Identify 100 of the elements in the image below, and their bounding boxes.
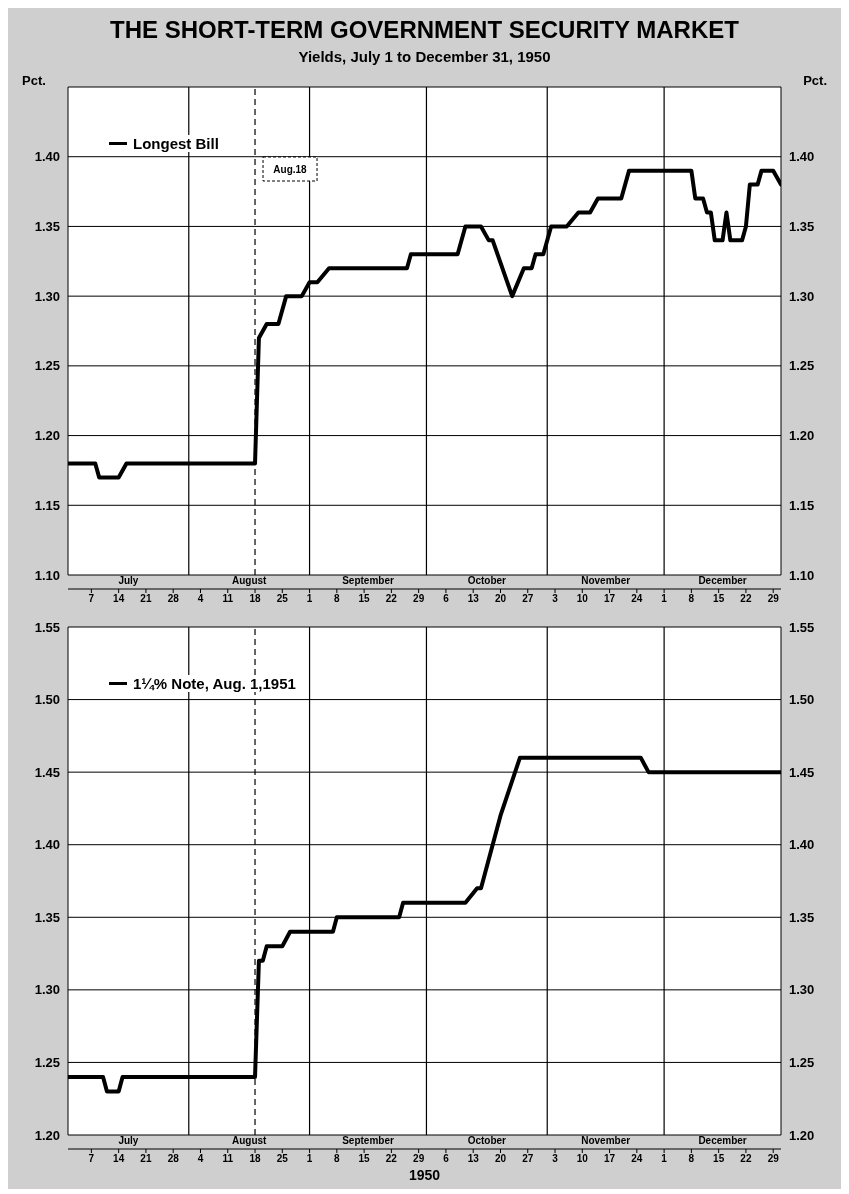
x-tick-label: 17 xyxy=(604,593,616,605)
text: November xyxy=(581,575,631,587)
y-tick-label: 1.40 xyxy=(34,837,60,853)
y2-tick-label: 1.25 xyxy=(789,1055,815,1071)
x-tick-label: 15 xyxy=(358,1153,371,1165)
y2-axis-title: Pct. xyxy=(803,73,827,88)
y-tick-label: 1.25 xyxy=(34,1055,60,1071)
text: December xyxy=(698,1135,747,1147)
x-tick-label: 1 xyxy=(306,1153,313,1165)
x-tick-label: 18 xyxy=(249,1153,262,1165)
x-tick-label: 4 xyxy=(197,1153,204,1165)
text: July xyxy=(118,1135,139,1147)
x-tick-label: 21 xyxy=(140,593,152,605)
x-tick-label: 29 xyxy=(767,593,780,605)
y-tick-label: 1.40 xyxy=(34,149,60,165)
x-tick-label: 1 xyxy=(661,593,668,605)
x-tick-label: 29 xyxy=(767,1153,780,1165)
y2-tick-label: 1.30 xyxy=(789,982,815,998)
text: August xyxy=(231,1135,268,1147)
x-tick-label: 3 xyxy=(552,593,559,605)
x-tick-label: 13 xyxy=(467,1153,480,1165)
y-tick-label: 1.30 xyxy=(34,288,60,304)
x-tick-label: 15 xyxy=(713,593,725,605)
ref-line-label: Aug.18 xyxy=(273,164,308,175)
y2-tick-label: 1.10 xyxy=(789,567,815,583)
y2-tick-label: 1.20 xyxy=(789,1127,815,1143)
y-tick-label: 1.35 xyxy=(34,909,60,925)
y2-tick-label: 1.55 xyxy=(789,619,815,635)
x-tick-label: 24 xyxy=(631,1153,643,1165)
y-tick-label: 1.35 xyxy=(34,219,60,235)
x-tick-label: 27 xyxy=(522,1153,534,1165)
legend-label: Longest Bill xyxy=(133,135,219,152)
y-tick-label: 1.20 xyxy=(34,1127,60,1143)
x-tick-label: 14 xyxy=(113,593,125,605)
text: November xyxy=(581,1135,631,1147)
y2-tick-label: 1.25 xyxy=(789,358,815,374)
text: October xyxy=(467,1135,507,1147)
y-tick-label: 1.50 xyxy=(34,692,60,708)
y2-tick-label: 1.20 xyxy=(789,428,815,444)
chart-title: THE SHORT-TERM GOVERNMENT SECURITY MARKET xyxy=(109,15,740,44)
x-tick-label: 21 xyxy=(140,1153,152,1165)
y2-tick-label: 1.35 xyxy=(789,219,815,235)
x-tick-label: 29 xyxy=(413,593,425,605)
x-tick-label: 24 xyxy=(631,593,643,605)
x-tick-label: 7 xyxy=(88,593,95,605)
text: August xyxy=(231,575,268,587)
x-tick-label: 10 xyxy=(576,1153,589,1165)
x-tick-label: 22 xyxy=(385,1153,398,1165)
text: December xyxy=(698,575,747,587)
y-tick-label: 1.20 xyxy=(34,428,60,444)
text: October xyxy=(467,575,507,587)
x-tick-label: 6 xyxy=(443,1153,450,1165)
y2-tick-label: 1.50 xyxy=(789,692,815,708)
x-tick-label: 22 xyxy=(740,593,752,605)
x-tick-label: 3 xyxy=(552,1153,559,1165)
x-tick-label: 15 xyxy=(713,1153,725,1165)
x-tick-label: 20 xyxy=(494,1153,507,1165)
x-tick-label: 15 xyxy=(358,593,371,605)
x-tick-label: 14 xyxy=(113,1153,125,1165)
x-tick-label: 11 xyxy=(222,593,234,605)
y2-tick-label: 1.35 xyxy=(789,909,815,925)
x-tick-label: 25 xyxy=(276,1153,289,1165)
legend-label: 1¼% Note, Aug. 1,1951 xyxy=(133,675,296,692)
x-tick-label: 4 xyxy=(197,593,204,605)
x-tick-label: 27 xyxy=(522,593,534,605)
x-tick-label: 29 xyxy=(413,1153,425,1165)
x-tick-label: 8 xyxy=(688,1153,695,1165)
text: September xyxy=(342,1135,394,1147)
chart-subtitle: Yields, July 1 to December 31, 1950 xyxy=(297,48,552,65)
x-tick-label: 1 xyxy=(306,593,313,605)
y-tick-label: 1.55 xyxy=(34,619,60,635)
x-tick-label: 8 xyxy=(688,593,695,605)
y-axis-title: Pct. xyxy=(22,73,46,88)
x-axis-title: 1950 xyxy=(407,1167,442,1183)
y-tick-label: 1.30 xyxy=(34,982,60,998)
x-tick-label: 18 xyxy=(249,593,262,605)
text: September xyxy=(342,575,394,587)
x-tick-label: 22 xyxy=(740,1153,752,1165)
x-tick-label: 6 xyxy=(443,593,450,605)
x-tick-label: 1 xyxy=(661,1153,668,1165)
x-tick-label: 20 xyxy=(494,593,507,605)
text: July xyxy=(118,575,139,587)
y2-tick-label: 1.40 xyxy=(789,837,815,853)
x-tick-label: 8 xyxy=(334,593,341,605)
x-tick-label: 17 xyxy=(604,1153,616,1165)
y2-tick-label: 1.40 xyxy=(789,149,815,165)
x-tick-label: 28 xyxy=(167,593,180,605)
x-tick-label: 8 xyxy=(334,1153,341,1165)
x-tick-label: 22 xyxy=(385,593,398,605)
y2-tick-label: 1.45 xyxy=(789,764,815,780)
x-tick-label: 13 xyxy=(467,593,480,605)
y-tick-label: 1.45 xyxy=(34,764,60,780)
y2-tick-label: 1.30 xyxy=(789,288,815,304)
x-tick-label: 11 xyxy=(222,1153,234,1165)
y-tick-label: 1.25 xyxy=(34,358,60,374)
x-tick-label: 25 xyxy=(276,593,289,605)
x-tick-label: 7 xyxy=(88,1153,95,1165)
y-tick-label: 1.10 xyxy=(34,567,60,583)
x-tick-label: 28 xyxy=(167,1153,180,1165)
x-tick-label: 10 xyxy=(576,593,589,605)
